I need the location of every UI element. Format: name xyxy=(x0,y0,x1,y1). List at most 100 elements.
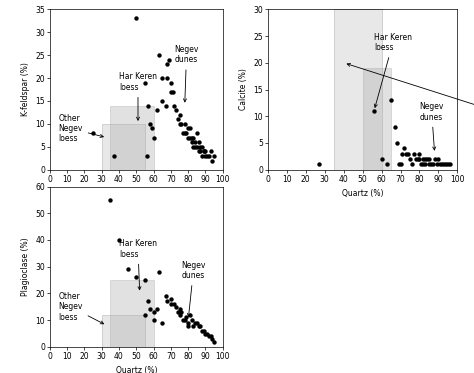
Point xyxy=(188,139,195,145)
Point xyxy=(408,162,416,167)
Point xyxy=(186,135,194,141)
Point xyxy=(419,156,427,162)
Point xyxy=(186,312,194,318)
Point xyxy=(146,121,154,127)
Point xyxy=(442,162,450,167)
Point xyxy=(141,277,149,283)
Point xyxy=(150,135,157,141)
Point xyxy=(172,107,180,113)
Point xyxy=(201,330,209,336)
Point xyxy=(200,328,208,334)
Y-axis label: Calcite (%): Calcite (%) xyxy=(238,69,247,110)
Point xyxy=(410,151,418,157)
Point xyxy=(429,162,437,167)
Point xyxy=(174,116,182,122)
Text: Other
Negev
loess: Other Negev loess xyxy=(58,113,103,143)
Point xyxy=(416,151,423,157)
Bar xyxy=(334,9,382,170)
Point xyxy=(421,156,429,162)
Point xyxy=(418,162,425,167)
Point xyxy=(395,162,402,167)
Point xyxy=(197,323,204,329)
Point xyxy=(158,320,166,326)
Point xyxy=(393,140,401,146)
Point xyxy=(171,301,178,307)
Point xyxy=(177,309,185,315)
Point xyxy=(203,330,211,336)
Point xyxy=(370,108,378,114)
Text: Har Keren
loess: Har Keren loess xyxy=(374,33,412,107)
Point xyxy=(315,162,323,167)
Point xyxy=(188,135,195,141)
Point xyxy=(181,121,189,127)
Point xyxy=(198,153,206,159)
Point xyxy=(167,80,174,86)
Point xyxy=(207,148,214,154)
Point xyxy=(150,309,157,315)
Point xyxy=(437,162,444,167)
Point xyxy=(195,323,202,329)
Point xyxy=(423,156,431,162)
Point xyxy=(141,80,149,86)
Point xyxy=(158,98,166,104)
Point xyxy=(435,156,442,162)
Point xyxy=(195,148,202,154)
Bar xyxy=(363,68,391,170)
Point xyxy=(203,153,211,159)
Point xyxy=(402,151,410,157)
Point xyxy=(181,130,189,136)
Point xyxy=(404,151,412,157)
Point xyxy=(184,323,192,329)
Point xyxy=(182,130,190,136)
Text: Har Keren
loess: Har Keren loess xyxy=(119,239,157,290)
Point xyxy=(167,296,174,302)
Point xyxy=(186,125,194,131)
Point xyxy=(427,162,435,167)
Point xyxy=(425,156,433,162)
Point xyxy=(207,333,214,339)
Text: Har Keren
loess: Har Keren loess xyxy=(119,72,157,120)
Point xyxy=(153,107,161,113)
Point xyxy=(419,162,427,167)
Point xyxy=(107,197,114,203)
Point xyxy=(184,320,192,326)
Point xyxy=(210,153,218,159)
Y-axis label: K-feldspar (%): K-feldspar (%) xyxy=(20,63,29,116)
Text: Negev
dunes: Negev dunes xyxy=(181,261,206,316)
Bar xyxy=(101,124,145,170)
Point xyxy=(421,162,429,167)
Point xyxy=(200,148,208,154)
Point xyxy=(191,320,199,326)
Point xyxy=(162,293,170,299)
Point xyxy=(391,124,399,130)
Text: Other
Negev
loess: Other Negev loess xyxy=(347,63,474,162)
Point xyxy=(164,298,171,304)
Point xyxy=(176,312,183,318)
Point xyxy=(401,145,408,151)
Point xyxy=(171,103,178,109)
Point xyxy=(412,156,419,162)
Bar xyxy=(110,280,154,347)
Point xyxy=(197,144,204,150)
Point xyxy=(181,317,189,323)
Point xyxy=(201,153,209,159)
Point xyxy=(146,307,154,313)
Point xyxy=(184,125,192,131)
Point xyxy=(172,304,180,310)
Point xyxy=(399,151,406,157)
Point xyxy=(440,162,448,167)
Point xyxy=(191,144,199,150)
Point xyxy=(406,156,414,162)
Point xyxy=(431,156,438,162)
Point xyxy=(158,75,166,81)
Point xyxy=(444,162,452,167)
Point xyxy=(438,162,446,167)
Point xyxy=(148,125,155,131)
Bar xyxy=(101,315,145,347)
Point xyxy=(124,266,131,272)
Point xyxy=(193,320,201,326)
Point xyxy=(397,162,404,167)
Point xyxy=(193,130,201,136)
Point xyxy=(176,121,183,127)
Point xyxy=(155,52,163,58)
